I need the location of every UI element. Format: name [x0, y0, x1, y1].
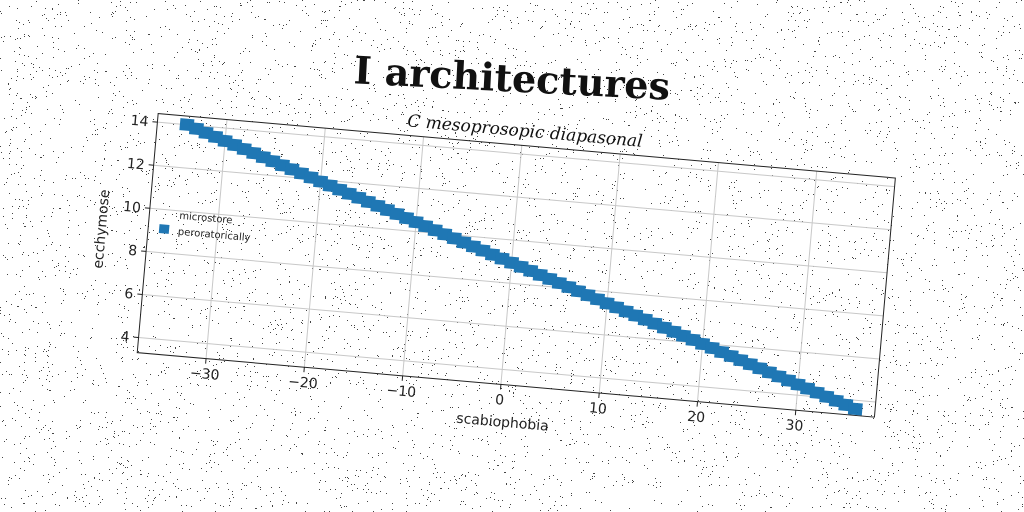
x-tick-label: −10: [386, 383, 417, 402]
y-grid-line: [146, 250, 884, 317]
x-tick-label: −30: [189, 365, 220, 384]
y-axis-label: ecchymose: [90, 189, 113, 269]
y-tick-label: 10: [122, 199, 141, 216]
x-tick-label: 30: [785, 417, 804, 434]
data-point: [847, 402, 863, 416]
y-grid-line: [138, 337, 876, 403]
y-grid-line: [157, 121, 895, 188]
plot-frame: [136, 112, 896, 418]
x-grid-line: [697, 162, 719, 402]
x-tick-label: 20: [687, 409, 706, 426]
y-tick-label: 8: [127, 243, 137, 260]
x-tick-label: 0: [494, 392, 504, 409]
legend: microstore peroratorically: [158, 211, 251, 244]
x-tick-label: 10: [588, 400, 607, 417]
y-tick-label: 4: [120, 329, 130, 346]
x-grid-line: [303, 128, 326, 368]
x-axis-label: scabiophobia: [456, 411, 550, 435]
legend-label-peroratorically: peroratorically: [177, 227, 251, 244]
y-grid-line: [149, 207, 888, 274]
y-tick-label: 14: [130, 113, 149, 130]
grid-lines: [138, 119, 895, 411]
x-grid-line: [598, 153, 621, 394]
x-grid-line: [402, 136, 425, 376]
x-grid-line: [205, 119, 228, 359]
legend-label-microstore: microstore: [179, 211, 233, 227]
legend-marker-peroratorically: [158, 224, 170, 234]
data-points: [179, 118, 863, 416]
x-tick-label: −20: [288, 374, 319, 393]
y-grid-line: [142, 293, 880, 360]
x-grid-line: [795, 171, 818, 411]
axis-ticks: −30 −20 −10 0 10 20 30 4 6 8 10 12 14: [120, 113, 804, 435]
y-tick-label: 6: [124, 286, 134, 303]
y-tick-label: 12: [126, 156, 145, 173]
y-grid-line: [153, 164, 891, 231]
